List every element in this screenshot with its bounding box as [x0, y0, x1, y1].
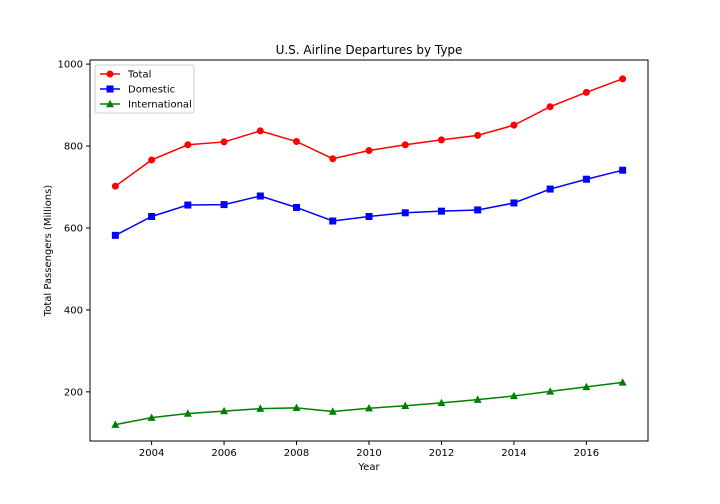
data-point-total [619, 75, 627, 83]
data-point-total [437, 136, 445, 144]
data-point-international [111, 420, 120, 428]
legend-marker-total [106, 70, 114, 78]
data-point-domestic [184, 201, 192, 209]
data-point-international [582, 382, 591, 391]
legend-item-international: International [100, 100, 192, 111]
series-domestic [111, 166, 627, 239]
data-point-international [473, 395, 482, 403]
legend-marker-domestic [106, 85, 114, 93]
data-point-total [510, 121, 518, 129]
data-point-domestic [619, 166, 627, 174]
data-point-domestic [546, 185, 554, 193]
series-international [111, 378, 627, 428]
data-point-domestic [111, 231, 119, 239]
data-point-international [292, 403, 301, 412]
data-point-domestic [582, 175, 590, 183]
data-point-total [111, 182, 119, 190]
x-tick-label: 2004 [139, 448, 164, 459]
data-point-international [437, 398, 446, 407]
data-point-domestic [220, 201, 228, 209]
y-tick-label: 200 [64, 387, 83, 398]
legend-item-domestic: Domestic [100, 85, 175, 96]
y-tick-label: 600 [64, 223, 83, 234]
data-point-international [618, 378, 627, 386]
data-point-international [256, 404, 265, 412]
data-point-domestic [293, 203, 301, 211]
data-point-total [365, 147, 373, 155]
series-total [111, 75, 627, 190]
data-point-international [546, 387, 555, 395]
data-point-total [474, 131, 482, 139]
x-tick-label: 2016 [574, 448, 599, 459]
data-point-total [256, 127, 264, 135]
legend-marker-international [106, 99, 114, 108]
x-tick-label: 2014 [501, 448, 526, 459]
data-point-domestic [365, 212, 373, 220]
data-point-total [329, 155, 337, 163]
data-point-international [509, 391, 518, 400]
legend-item-total: Total [100, 70, 151, 81]
data-point-domestic [329, 217, 337, 225]
data-point-total [148, 156, 156, 164]
data-point-domestic [474, 206, 482, 214]
x-tick-label: 2012 [429, 448, 454, 459]
data-point-total [293, 138, 301, 146]
data-point-domestic [401, 209, 409, 217]
data-point-international [401, 401, 410, 409]
data-point-international [183, 409, 192, 417]
data-point-total [401, 141, 409, 149]
series-layer [111, 75, 627, 428]
y-axis: 200 400 600 800 1000 [58, 60, 90, 398]
y-tick-label: 800 [64, 142, 83, 153]
y-axis-label: Total Passengers (Millions) [43, 185, 54, 317]
legend: Total Domestic International [94, 64, 195, 114]
data-point-total [184, 141, 192, 149]
data-point-total [582, 88, 590, 96]
data-point-international [365, 404, 373, 412]
data-point-domestic [256, 192, 264, 200]
x-tick-label: 2010 [356, 448, 381, 459]
x-tick-label: 2008 [284, 448, 309, 459]
data-point-total [546, 103, 554, 111]
x-axis: 2004 2006 2008 2010 2012 2014 2016 [139, 441, 599, 459]
legend-label-total: Total [127, 70, 151, 81]
legend-label-international: International [128, 100, 192, 111]
data-point-international [328, 407, 337, 415]
data-point-domestic [437, 207, 445, 215]
plot-area [89, 59, 649, 442]
data-point-domestic [510, 199, 518, 207]
x-tick-label: 2006 [211, 448, 236, 459]
legend-label-domestic: Domestic [128, 85, 175, 96]
data-point-international [147, 413, 156, 421]
chart-title: U.S. Airline Departures by Type [276, 43, 463, 57]
y-tick-label: 400 [64, 305, 83, 316]
legend-box [94, 64, 195, 114]
x-axis-label: Year [357, 462, 380, 473]
y-tick-label: 1000 [58, 60, 83, 71]
data-point-total [220, 138, 228, 146]
data-point-domestic [148, 212, 156, 220]
data-point-international [220, 406, 229, 415]
